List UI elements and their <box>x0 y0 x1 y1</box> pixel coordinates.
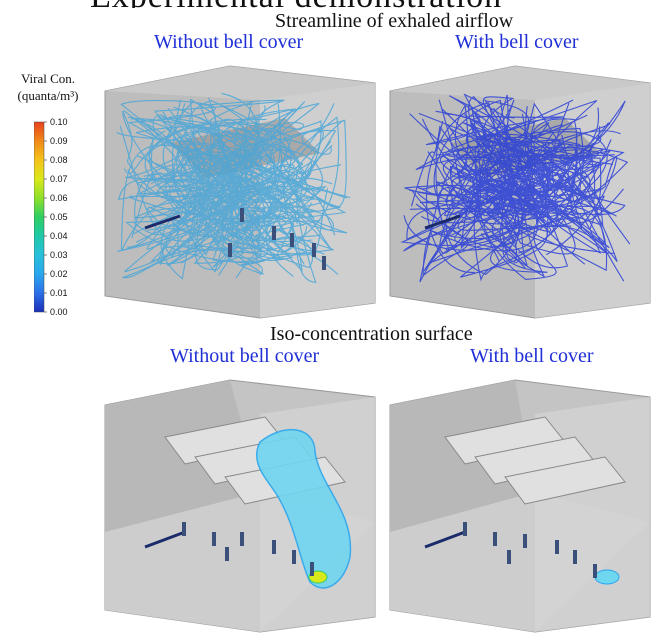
legend-tick-label: 0.10 <box>50 118 68 127</box>
streamline <box>415 185 537 277</box>
legend-tick-label: 0.03 <box>50 250 68 260</box>
legend-title-line2: (quanta/m³) <box>17 88 79 103</box>
legend-tick-label: 0.04 <box>50 231 68 241</box>
room-bottom-with-bell <box>389 379 651 633</box>
label-top-without-bell: Without bell cover <box>154 31 304 53</box>
streamline <box>118 107 288 258</box>
streamline <box>148 147 347 250</box>
virus-plume <box>255 428 352 589</box>
streamline <box>454 103 611 263</box>
legend-tick-label: 0.08 <box>50 155 68 165</box>
legend-tick-label: 0.06 <box>50 193 68 203</box>
streamline <box>419 151 617 283</box>
legend-tick-label: 0.00 <box>50 307 68 317</box>
streamline <box>150 119 347 210</box>
occupants <box>228 208 326 270</box>
virus-plume <box>594 569 620 585</box>
occupants <box>182 522 314 576</box>
streamline <box>143 164 342 284</box>
section-title-iso: Iso-concentration surface <box>270 323 473 345</box>
streamlines <box>116 92 351 284</box>
legend-tick-label: 0.05 <box>50 212 68 222</box>
room-top-without-bell <box>104 65 376 319</box>
legend-title: Viral Con. (quanta/m³) <box>2 70 94 104</box>
streamlines <box>400 93 631 283</box>
label-bottom-with-bell: With bell cover <box>470 345 594 367</box>
streamline <box>146 188 329 256</box>
streamline <box>403 143 582 251</box>
streamline <box>462 122 601 254</box>
streamline <box>454 140 533 244</box>
streamline <box>449 106 606 245</box>
streamline <box>130 114 284 231</box>
legend-tick-label: 0.02 <box>50 269 68 279</box>
room-top-with-bell <box>389 65 651 319</box>
header-title: Experimental demonstration <box>90 0 502 8</box>
label-top-with-bell: With bell cover <box>455 31 579 53</box>
legend-colorbar-rect <box>34 121 45 313</box>
streamline <box>457 155 589 231</box>
occupants <box>463 522 597 578</box>
label-bottom-without-bell: Without bell cover <box>170 345 320 367</box>
legend-ticks: 0.10 0.09 0.08 0.07 0.06 0.05 0.04 0.03 0.02 0.01… <box>44 118 68 317</box>
streamline <box>117 119 275 271</box>
legend-title-line1: Viral Con. <box>20 71 76 86</box>
room-bottom-without-bell <box>104 379 376 633</box>
streamline <box>150 143 311 219</box>
section-title-streamline: Streamline of exhaled airflow <box>275 10 514 32</box>
streamline <box>456 145 577 280</box>
streamline <box>439 99 598 254</box>
streamline <box>150 99 337 263</box>
legend-tick-label: 0.09 <box>50 136 68 146</box>
streamline <box>171 159 295 238</box>
legend-tick-label: 0.01 <box>50 288 68 298</box>
legend-tick-label: 0.07 <box>50 174 68 184</box>
legend-colorbar: 0.10 0.09 0.08 0.07 0.06 0.05 0.04 0.03 0.02 0.01… <box>34 118 68 317</box>
header-title-strip: Experimental demonstration <box>0 0 659 8</box>
